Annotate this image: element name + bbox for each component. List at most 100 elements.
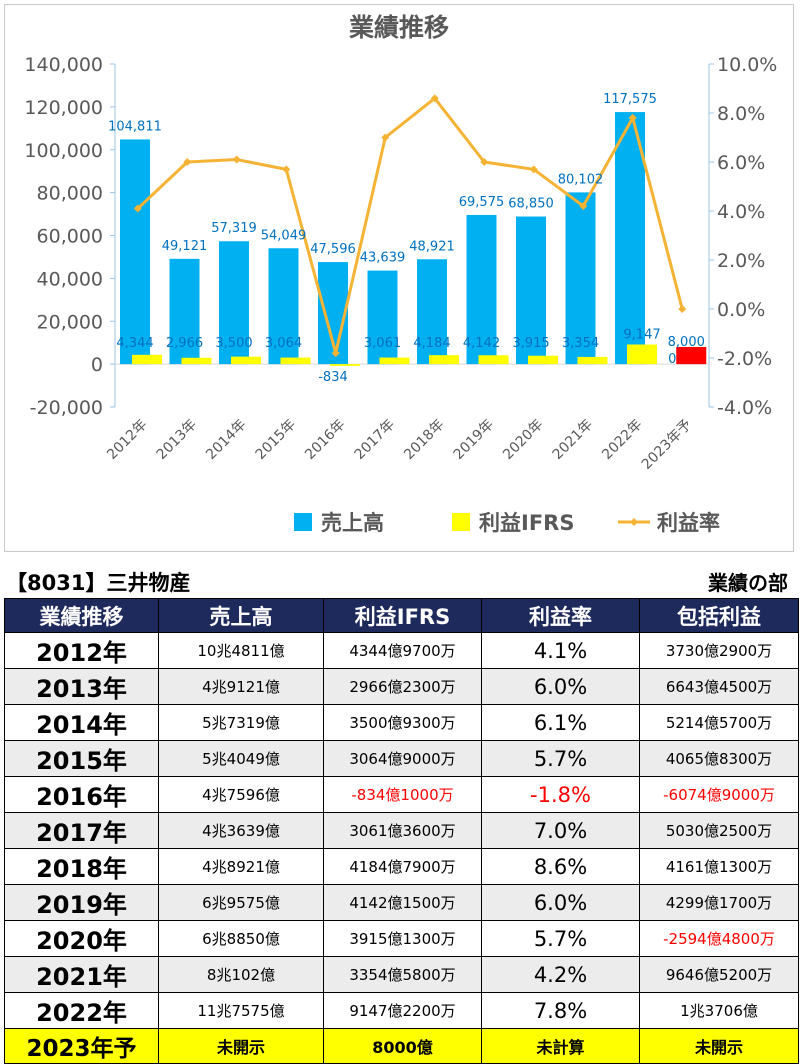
cell-year: 2023年予 [4,1028,159,1064]
cell-rate: 6.1% [481,704,640,741]
cell-year: 2012年 [4,632,159,669]
right-tick-label: 2.0% [717,250,765,272]
table-header-row: 業績推移 売上高 利益IFRS 利益率 包括利益 [4,598,799,633]
sales-bar [466,214,497,365]
left-tick-label: 100,000 [24,140,103,162]
cell-year: 2015年 [4,740,159,777]
cell-rate: 6.0% [481,884,640,921]
sales-bar [219,241,249,365]
x-category-label: 2022年 [599,417,645,463]
profit-bar [132,354,162,365]
sales-bar [615,112,645,365]
cell-profit: 8000億 [323,1028,482,1064]
profit-data-label: 3,354 [562,336,599,351]
cell-year: 2017年 [4,812,159,849]
profit-bar [429,355,459,365]
cell-rate: -1.8% [481,776,640,813]
cell-year: 2013年 [4,668,159,705]
profit-bar [676,346,707,365]
profit-bar [379,357,410,365]
cell-sales: 4兆8921億 [158,848,324,885]
cell-sales: 6兆9575億 [158,884,324,921]
profit-rate-marker [480,158,489,166]
sales-data-label: 54,049 [261,228,307,243]
table-row: 2012年 10兆4811億 4344億9700万 4.1% 3730億2900万 [4,632,799,669]
cell-sales: 11兆7575億 [158,992,324,1029]
left-tick-label: 40,000 [37,268,103,290]
cell-rate: 5.7% [481,920,640,957]
table-row: 2014年 5兆7319億 3500億9300万 6.1% 5214億5700万 [4,704,799,741]
profit-rate-line [136,96,684,355]
cell-year: 2022年 [4,992,159,1029]
right-tick-label: 8.0% [717,103,765,125]
cell-sales: 4兆7596億 [158,776,324,813]
legend-label-rate: 利益率 [657,511,720,535]
sales-data-label: 43,639 [360,251,406,266]
profit-bar [528,355,558,365]
left-tick-label: 60,000 [37,226,103,248]
sales-data-label: 49,121 [162,239,208,254]
profit-rate-marker [183,158,192,166]
x-category-label: 2017年 [352,417,398,463]
legend-label-profit: 利益IFRS [479,511,574,535]
table-row: 2017年 4兆3639億 3061億3600万 7.0% 5030億2500万 [4,812,799,849]
legend-label-sales: 売上高 [321,511,384,535]
profit-rate-marker [678,305,687,313]
table-row: 2013年 4兆9121億 2966億2300万 6.0% 6643億4500万 [4,668,799,705]
right-tick-label: -2.0% [717,348,772,370]
cell-rate: 6.0% [481,668,640,705]
profit-data-label: 3,064 [265,336,302,351]
cell-rate: 5.7% [481,740,640,777]
profit-rate-marker [232,155,241,164]
profit-data-label: 4,184 [413,336,450,351]
profit-rate-marker [579,202,588,211]
right-tick-label: -4.0% [717,397,772,419]
profit-data-label: 3,500 [215,336,252,351]
table-row: 2022年 11兆7575億 9147億2200万 7.8% 1兆3706億 [4,992,799,1029]
sales-data-label: 104,811 [108,119,162,134]
left-tick-label: 0 [91,354,103,376]
right-tick-label: 6.0% [717,152,765,174]
cell-profit: 4142億1500万 [323,884,482,921]
sales-data-label: 47,596 [310,242,356,257]
sales-bar [169,258,200,365]
profit-bar [181,357,212,365]
col-header-rate: 利益率 [481,598,640,633]
profit-rate-marker [282,165,291,174]
cell-rate: 8.6% [481,848,640,885]
cell-profit: 3354億5800万 [323,956,482,993]
sales-data-label: 57,319 [211,221,257,236]
sales-data-label: 69,575 [459,195,505,210]
col-header-year: 業績推移 [4,598,159,633]
forecast-sales-label: 0 [668,352,676,367]
profit-rate-marker [628,113,637,122]
cell-year: 2018年 [4,848,159,885]
sales-bar [565,192,596,365]
profit-rate-marker [331,349,340,358]
x-category-label: 2012年 [104,417,150,463]
profit-data-label: 3,915 [512,336,549,351]
cell-comp: 4065億8300万 [639,740,799,777]
cell-comp: -6074億9000万 [639,776,799,813]
sales-bar [516,216,546,365]
left-tick-label: 20,000 [37,311,103,333]
legend-swatch-profit [452,513,470,531]
cell-sales: 8兆102億 [158,956,324,993]
profit-data-label: -834 [318,370,348,385]
profit-data-label: 9,147 [623,328,660,343]
profit-data-label: 4,344 [116,336,153,351]
col-header-comprehensive: 包括利益 [639,598,799,633]
right-tick-label: 4.0% [717,201,765,223]
profit-data-label: 3,061 [364,336,401,351]
table-row: 2020年 6兆8850億 3915億1300万 5.7% -2594億4800万 [4,920,799,957]
legend-swatch-sales [294,513,312,531]
cell-profit: 3500億9300万 [323,704,482,741]
cell-profit: 2966億2300万 [323,668,482,705]
cell-profit: 3915億1300万 [323,920,482,957]
cell-sales: 10兆4811億 [158,632,324,669]
left-tick-label: 140,000 [24,54,103,76]
cell-comp: -2594億4800万 [639,920,799,957]
cell-comp: 4299億1700万 [639,884,799,921]
legend-marker-rate [630,518,638,526]
x-category-label: 2020年 [500,417,546,463]
